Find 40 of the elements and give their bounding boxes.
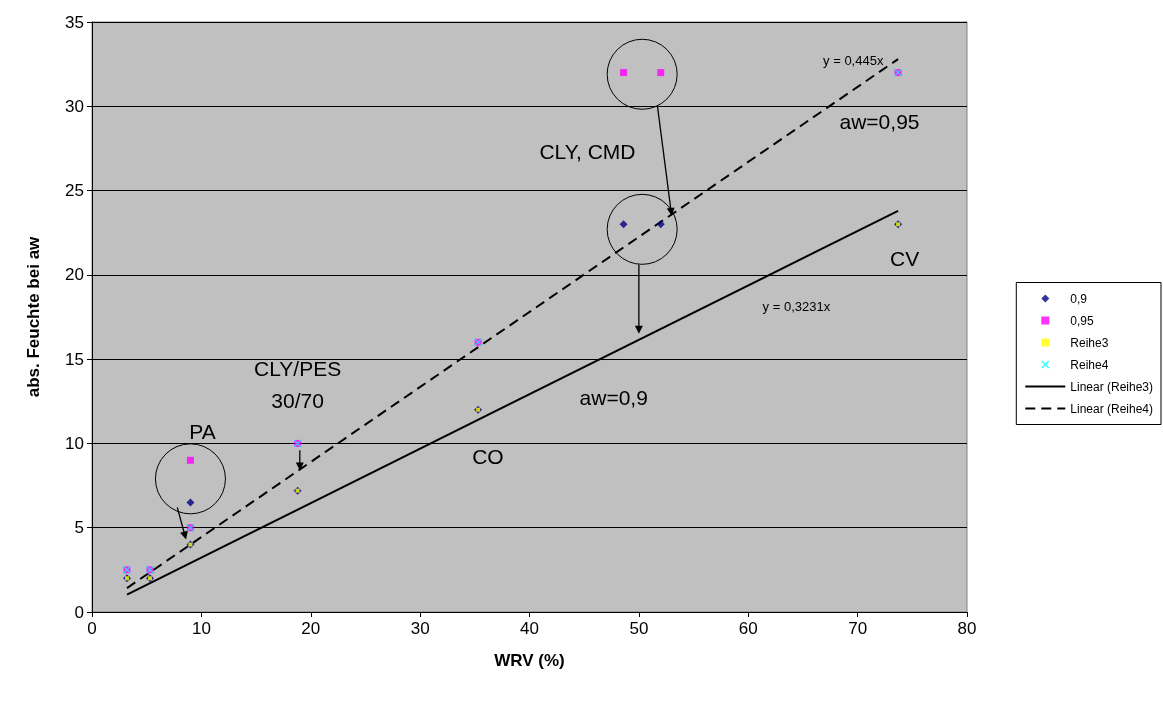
- legend-label: Linear (Reihe4): [1070, 401, 1154, 416]
- annotation: CO: [472, 445, 504, 469]
- annotation: PA: [189, 420, 216, 444]
- legend-label: 0,9: [1070, 291, 1088, 306]
- x-tick-label: 0: [87, 619, 97, 638]
- x-tick-label: 50: [629, 619, 649, 638]
- legend-label: 0,95: [1070, 313, 1094, 328]
- legend-label: Reihe3: [1070, 335, 1109, 350]
- y-tick-label: 30: [65, 96, 84, 116]
- x-tick-label: 10: [191, 619, 211, 638]
- y-tick-label: 20: [65, 265, 84, 285]
- y-tick-label: 10: [65, 433, 84, 453]
- annotation: CV: [890, 246, 920, 270]
- x-tick-label: 20: [301, 619, 321, 638]
- point: [186, 456, 194, 464]
- legend-label: Linear (Reihe3): [1070, 379, 1154, 394]
- y-axis-title: abs. Feuchte bei aw: [24, 235, 43, 398]
- y-tick-label: 25: [65, 181, 84, 201]
- y-tick-label: 5: [74, 518, 84, 538]
- annotation: CLY, CMD: [539, 140, 636, 164]
- annotation: y = 0,3231x: [762, 299, 831, 315]
- point: [657, 69, 665, 77]
- x-axis-title: WRV (%): [494, 651, 565, 670]
- annotation: aw=0,9: [579, 386, 648, 410]
- x-tick-label: 70: [848, 619, 868, 638]
- annotation: CLY/PES 30/70: [254, 356, 342, 412]
- annotation: aw=0,95: [839, 109, 920, 133]
- legend-label: Reihe4: [1070, 357, 1109, 372]
- y-tick-label: 35: [65, 12, 84, 32]
- point: [186, 498, 195, 507]
- x-tick-label: 80: [957, 619, 977, 638]
- y-tick-label: 0: [74, 602, 84, 622]
- x-tick-label: 40: [520, 619, 539, 638]
- point: [619, 220, 628, 229]
- annotation: y = 0,445x: [823, 53, 884, 69]
- y-tick-label: 15: [65, 349, 84, 369]
- point: [620, 69, 628, 77]
- x-tick-label: 60: [738, 619, 758, 638]
- point: [656, 220, 665, 229]
- x-tick-label: 30: [410, 619, 430, 638]
